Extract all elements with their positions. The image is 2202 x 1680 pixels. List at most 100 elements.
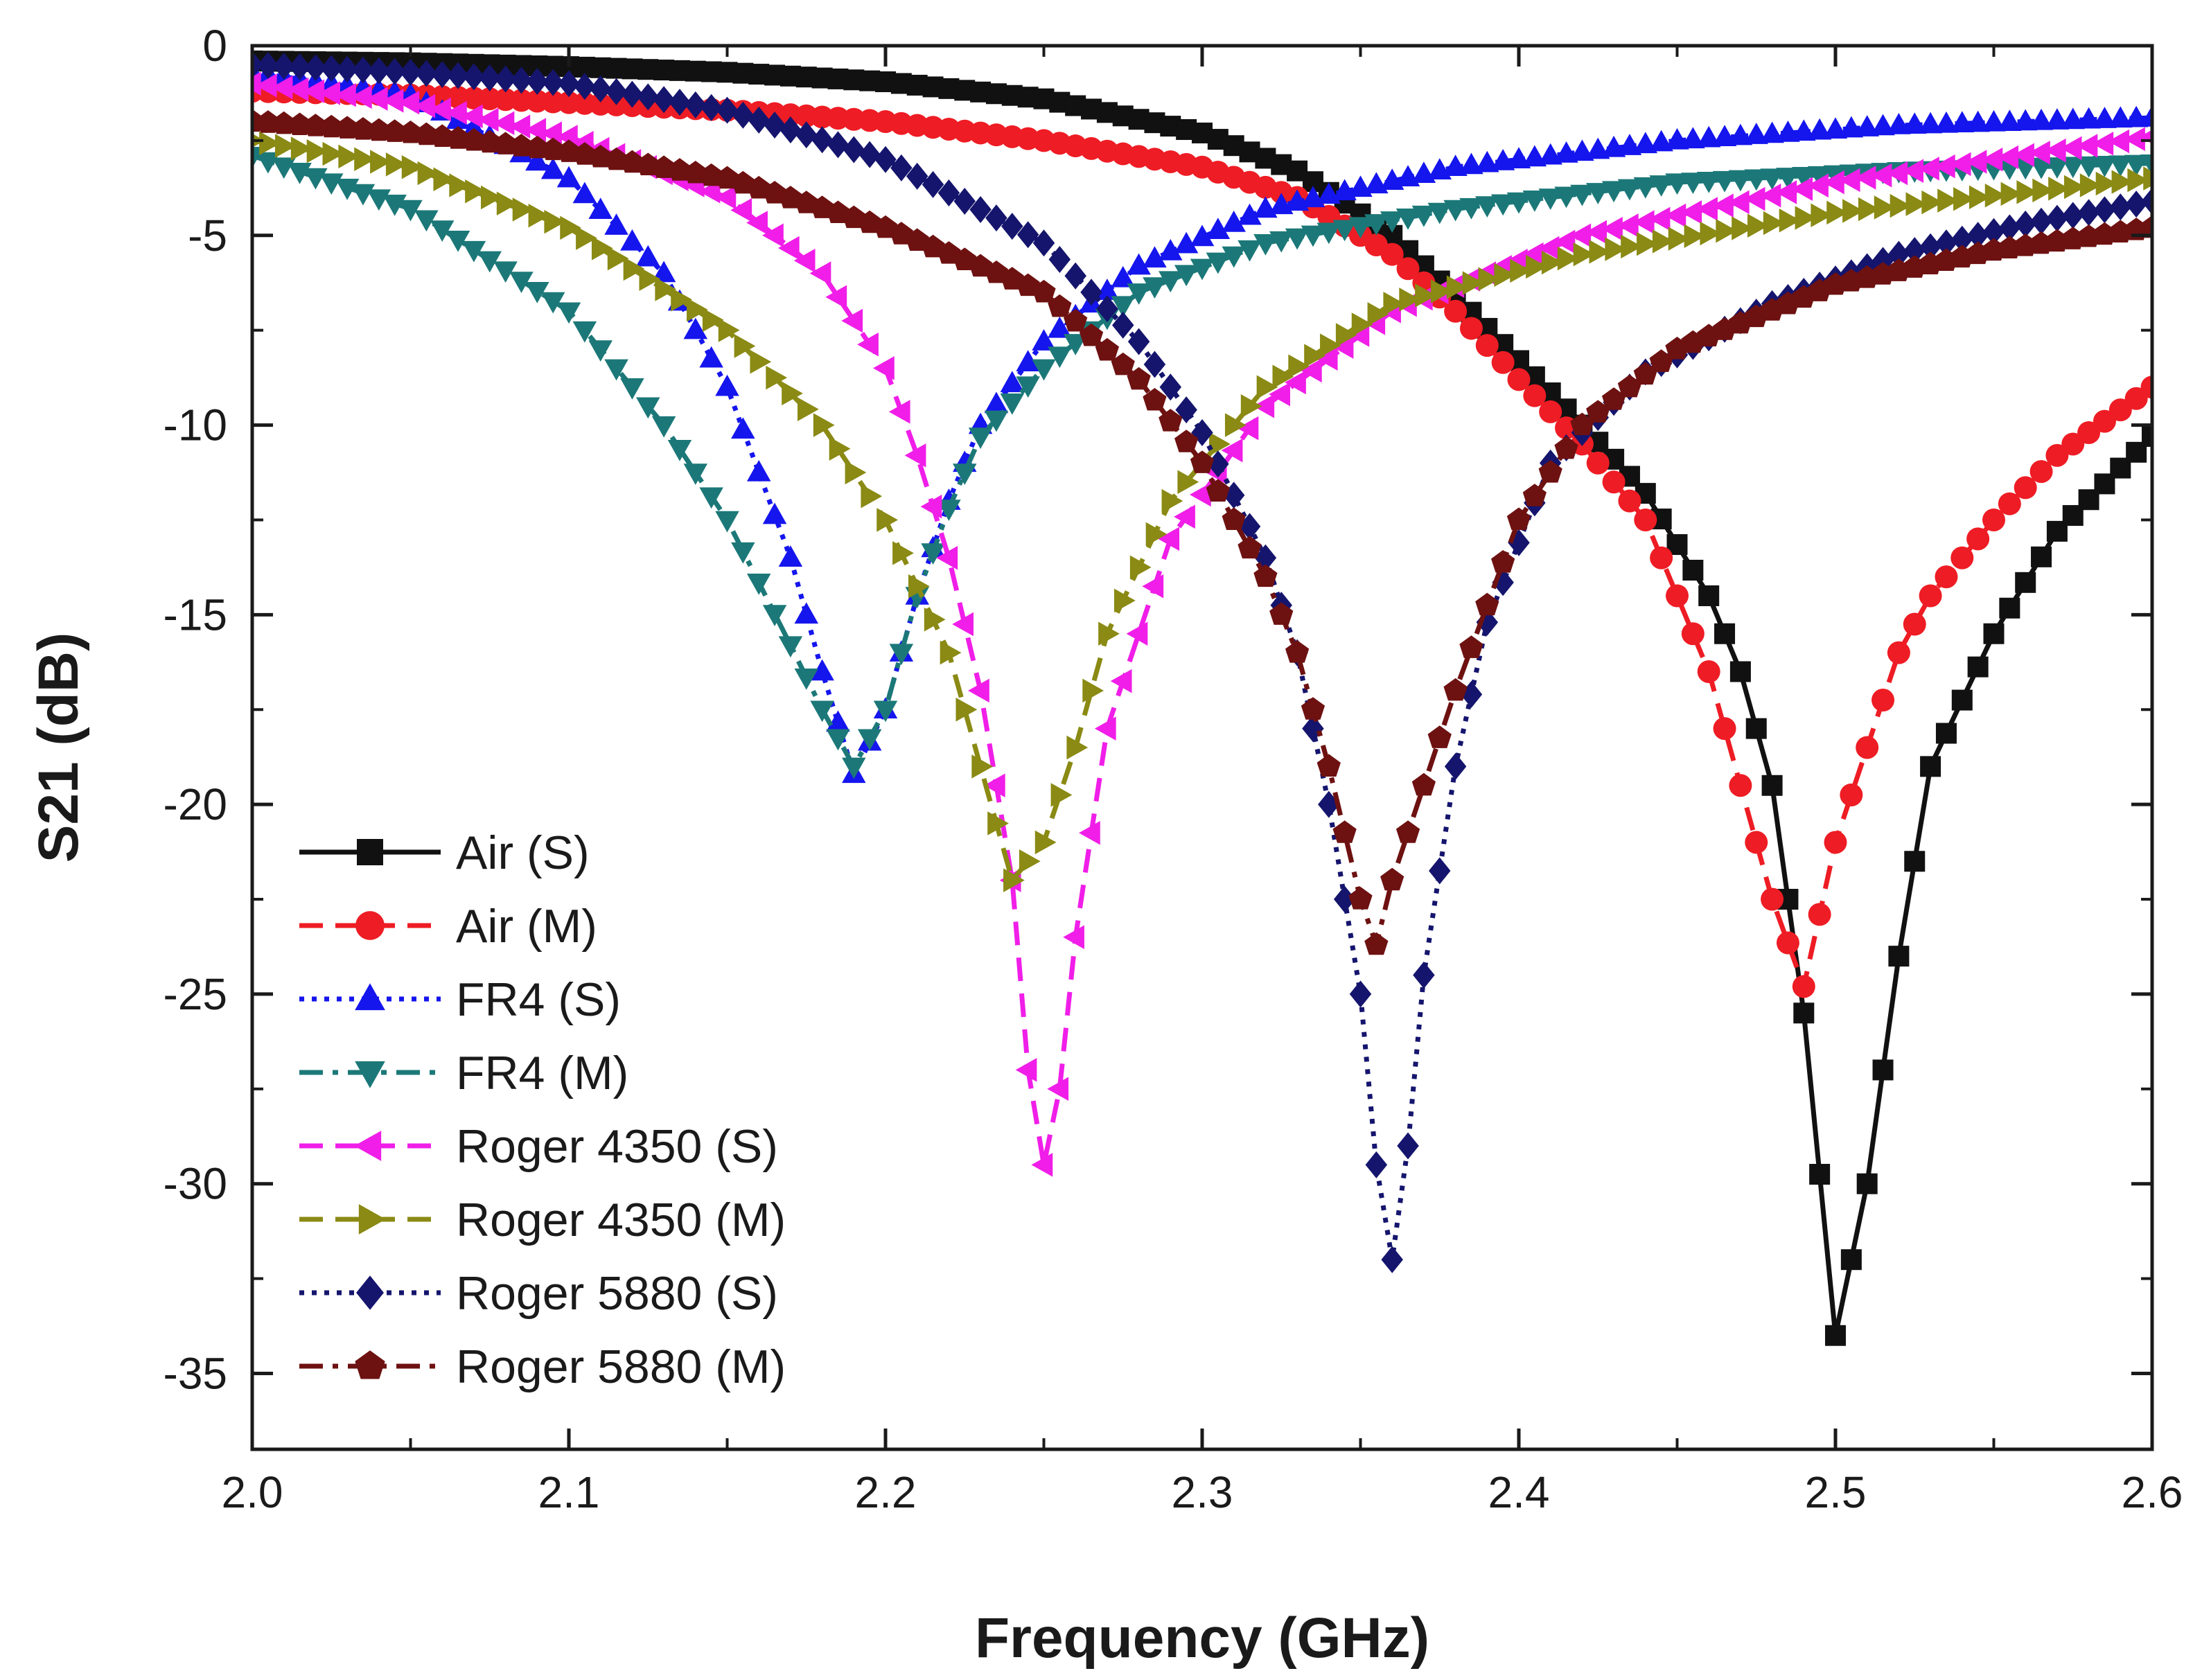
data-point (1111, 265, 1135, 288)
data-point (1553, 229, 1576, 254)
data-point (1222, 507, 1246, 531)
data-point (1729, 774, 1752, 797)
data-point (845, 460, 867, 485)
legend-label: Air (S) (456, 826, 590, 879)
data-point (1649, 349, 1673, 372)
legend-entry: Roger 5880 (M) (299, 1341, 786, 1393)
data-point (1570, 412, 1594, 436)
data-point (2124, 105, 2149, 127)
data-point (306, 139, 328, 163)
data-point (1998, 214, 2021, 242)
data-point (1383, 292, 1405, 316)
data-point (465, 179, 486, 204)
data-point (1399, 288, 1421, 312)
data-point (2029, 141, 2050, 165)
data-point (447, 62, 469, 89)
data-point (1842, 199, 1864, 223)
data-point (1098, 621, 1120, 646)
data-point (528, 204, 550, 228)
data-point (1459, 197, 1483, 220)
data-point (1159, 239, 1183, 260)
data-point (1397, 1132, 1419, 1160)
data-point (1462, 271, 1484, 295)
data-point (1224, 413, 1247, 437)
data-point (2108, 398, 2132, 422)
legend-marker (358, 1204, 386, 1235)
data-point (1760, 168, 1784, 191)
data-point (1921, 190, 1944, 215)
data-point (715, 511, 739, 533)
data-point (940, 640, 962, 665)
data-point (1177, 470, 1199, 494)
data-point (810, 700, 834, 723)
y-axis-title: S21 (dB) (27, 633, 90, 863)
data-point (1206, 218, 1231, 240)
data-point (303, 114, 328, 136)
data-point (1732, 216, 1753, 240)
data-point (1826, 200, 1848, 225)
data-point (2127, 168, 2149, 193)
data-point (1064, 308, 1088, 332)
data-point (1032, 229, 1055, 257)
data-point (1919, 233, 1941, 260)
data-point (1003, 868, 1025, 892)
data-point (1870, 163, 1892, 188)
data-point (810, 659, 834, 681)
data-point (461, 116, 486, 138)
data-point (1714, 623, 1736, 644)
data-point (651, 416, 676, 438)
data-point (2029, 460, 2053, 484)
data-point (572, 182, 597, 204)
data-point (1478, 267, 1500, 292)
data-point (2045, 157, 2070, 179)
legend-label: Roger 5880 (S) (456, 1267, 778, 1320)
data-point (1811, 203, 1833, 227)
data-point (338, 144, 360, 169)
data-point (556, 166, 581, 188)
data-point (1206, 479, 1230, 502)
data-point (320, 55, 342, 82)
data-point (525, 135, 549, 159)
data-point (1237, 240, 1262, 262)
data-point (1114, 588, 1136, 613)
data-point (383, 58, 406, 85)
data-point (826, 710, 850, 732)
data-point (922, 170, 944, 198)
data-point (2093, 196, 2116, 224)
data-point (621, 80, 644, 108)
data-point (671, 288, 692, 312)
data-point (604, 213, 628, 235)
data-point (461, 240, 486, 263)
data-point (936, 545, 958, 570)
data-point (1648, 206, 1671, 231)
data-point (924, 607, 946, 632)
data-point (1871, 114, 1895, 136)
data-point (1367, 302, 1389, 326)
data-point (620, 229, 644, 251)
data-point (576, 226, 597, 250)
x-tick-label: 2.0 (222, 1467, 283, 1517)
data-point (2077, 107, 2101, 129)
data-point (1174, 265, 1199, 287)
data-point (637, 83, 659, 111)
data-point (479, 64, 501, 92)
data-point (1427, 725, 1452, 748)
data-point (1984, 184, 2007, 208)
data-point (1016, 221, 1039, 249)
y-tick-label: -5 (188, 211, 227, 260)
data-point (1063, 925, 1084, 950)
data-point (1143, 246, 1167, 268)
data-point (1300, 358, 1322, 383)
data-point (1998, 492, 2021, 515)
data-point (655, 277, 677, 301)
legend-label: Air (M) (456, 900, 597, 953)
data-point (2029, 157, 2054, 179)
data-point (889, 644, 914, 666)
data-point (367, 118, 391, 141)
data-point (1934, 111, 1959, 133)
data-point (1793, 1002, 1815, 1024)
data-point (1475, 592, 1499, 616)
data-point (2124, 387, 2148, 410)
data-point (509, 134, 534, 157)
